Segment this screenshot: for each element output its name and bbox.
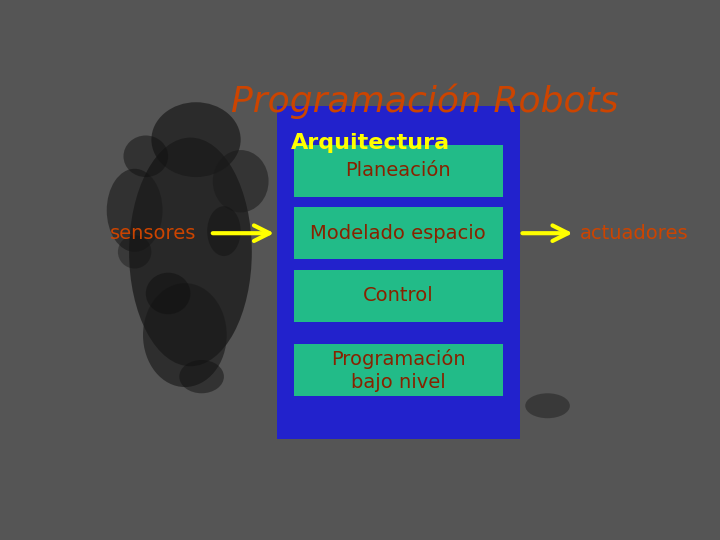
Ellipse shape <box>107 168 163 252</box>
Text: Planeación: Planeación <box>346 161 451 180</box>
FancyBboxPatch shape <box>294 145 503 197</box>
FancyBboxPatch shape <box>294 207 503 259</box>
Ellipse shape <box>118 235 151 268</box>
Text: Programación
bajo nivel: Programación bajo nivel <box>331 349 466 392</box>
Text: Arquitectura: Arquitectura <box>291 133 450 153</box>
Ellipse shape <box>525 393 570 418</box>
Text: Modelado espacio: Modelado espacio <box>310 224 486 242</box>
Ellipse shape <box>129 138 252 366</box>
FancyBboxPatch shape <box>294 269 503 321</box>
Ellipse shape <box>145 273 191 314</box>
Text: Control: Control <box>363 286 433 305</box>
Ellipse shape <box>179 360 224 393</box>
Ellipse shape <box>151 102 240 177</box>
Text: sensores: sensores <box>109 224 196 242</box>
FancyBboxPatch shape <box>294 345 503 396</box>
FancyBboxPatch shape <box>277 106 520 439</box>
Text: actuadores: actuadores <box>580 224 688 242</box>
Ellipse shape <box>207 206 240 256</box>
Ellipse shape <box>124 136 168 177</box>
Text: Programación Robots: Programación Robots <box>231 84 618 119</box>
Ellipse shape <box>213 150 269 212</box>
Ellipse shape <box>143 283 227 387</box>
